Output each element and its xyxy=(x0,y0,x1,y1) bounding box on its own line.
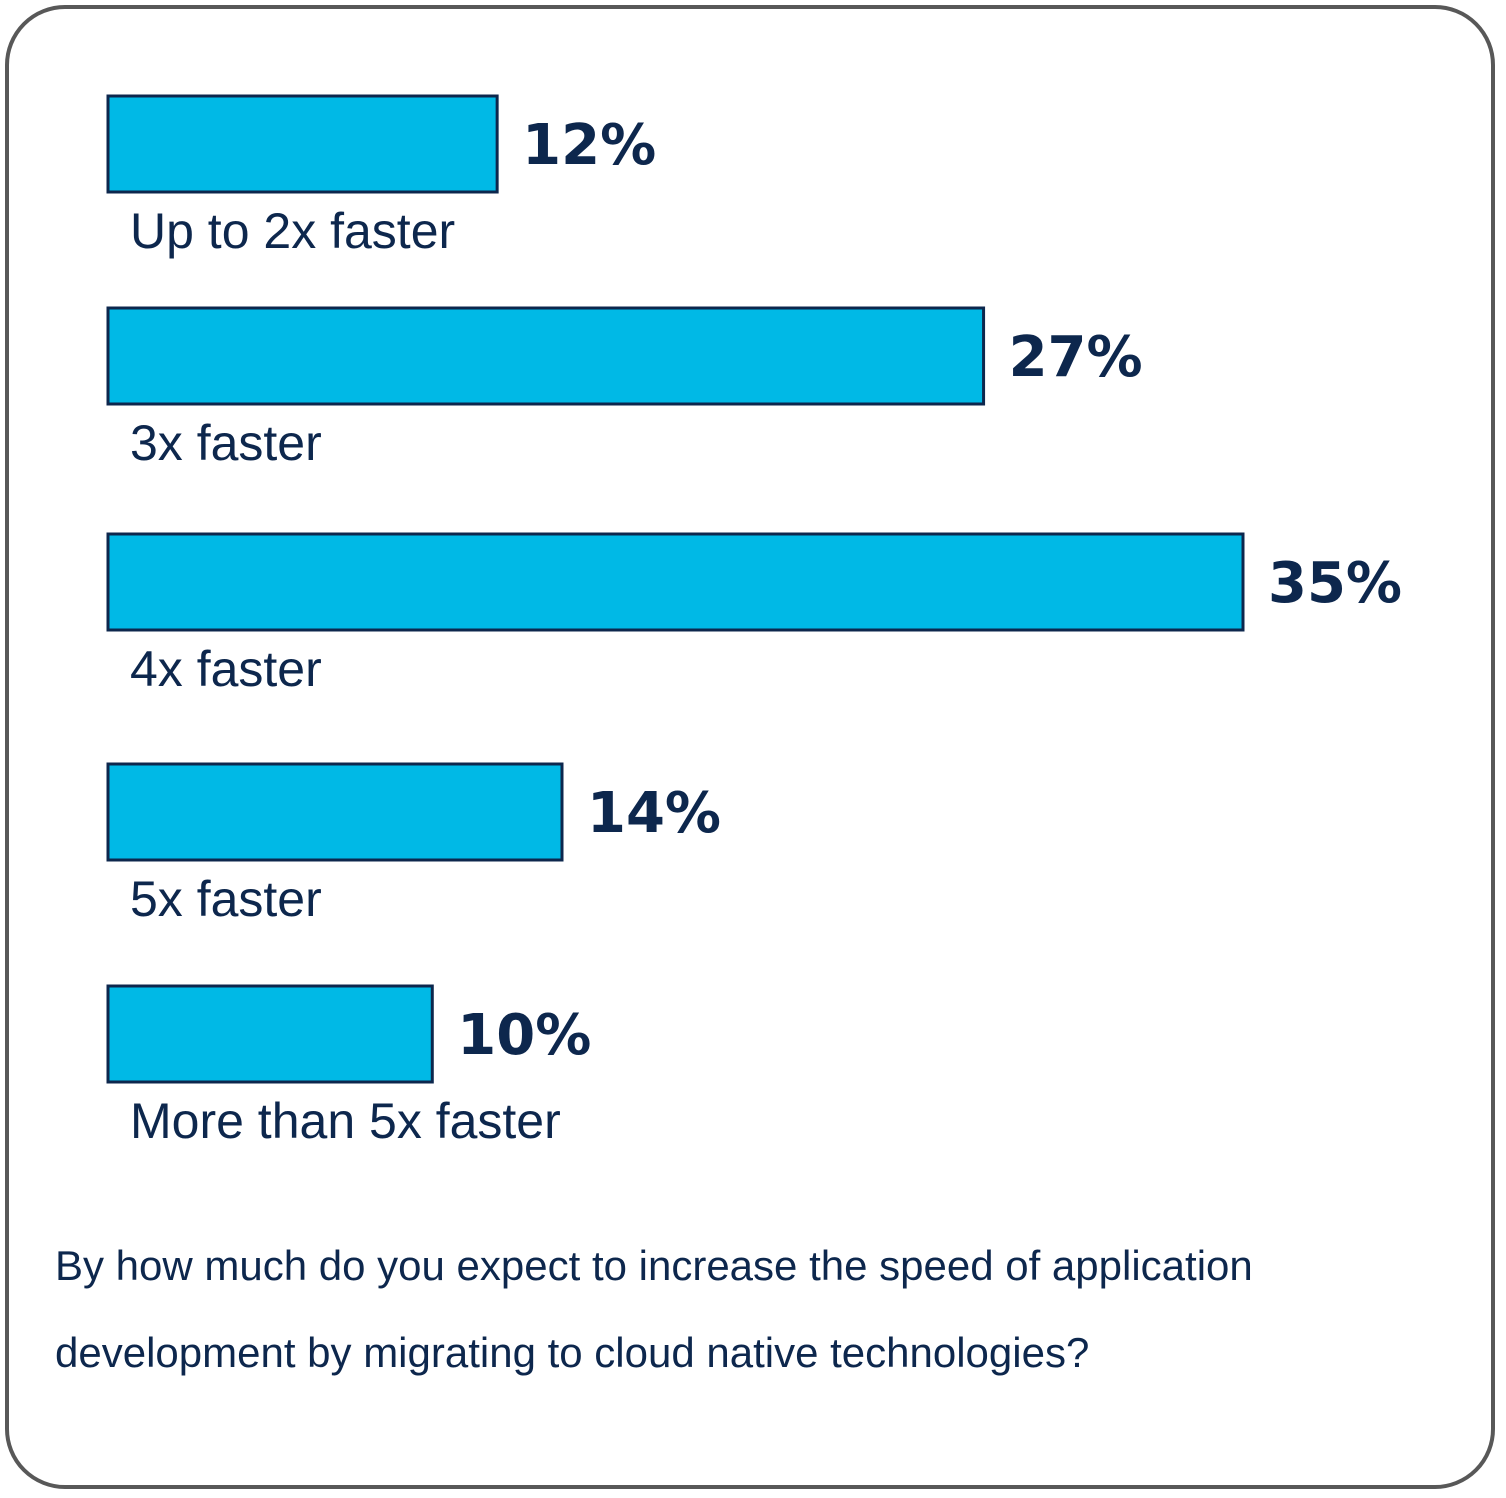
category-label-1: Up to 2x faster xyxy=(130,203,455,259)
category-label-3: 4x faster xyxy=(130,641,322,697)
category-label-2: 3x faster xyxy=(130,415,322,471)
category-label-5: More than 5x faster xyxy=(130,1093,561,1149)
bar-4 xyxy=(106,762,564,862)
bar-value-label-5: 10% xyxy=(457,1003,591,1068)
category-label-4: 5x faster xyxy=(130,871,322,927)
bar-3 xyxy=(106,532,1245,632)
bar-2 xyxy=(106,306,986,406)
bar-chart: 12% Up to 2x faster 27% 3x faster 35% 4x fast… xyxy=(106,94,1402,1149)
bar-value-label-2: 27% xyxy=(1009,325,1143,390)
bar-value-label-1: 12% xyxy=(522,113,656,178)
survey-question: By how much do you expect to increase th… xyxy=(55,1242,1253,1376)
bars-group: 12% Up to 2x faster 27% 3x faster 35% 4x fast… xyxy=(106,94,1402,1149)
bar-value-label-4: 14% xyxy=(587,781,721,846)
bar-1 xyxy=(106,94,499,194)
chart-card xyxy=(5,5,1495,1489)
bar-value-label-3: 35% xyxy=(1268,551,1402,616)
bar-5 xyxy=(106,984,434,1084)
